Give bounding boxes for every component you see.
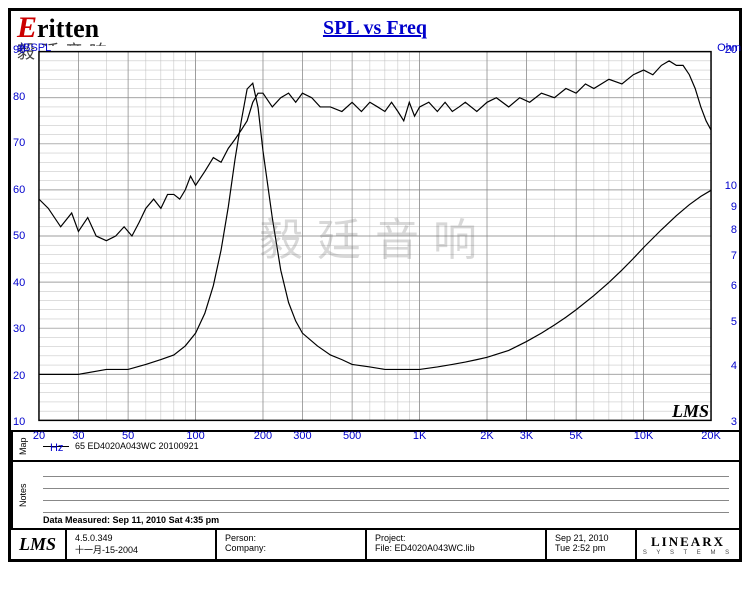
- x-tick: 200: [254, 430, 272, 442]
- y-right-tick: 3: [731, 416, 737, 428]
- data-measured: Data Measured: Sep 11, 2010 Sat 4:35 pm: [43, 515, 729, 525]
- footer-project: Project: File: ED4020A043WC.lib: [367, 530, 547, 559]
- y-right-tick: 20: [725, 44, 737, 56]
- date-b: Tue 2:52 pm: [555, 543, 627, 553]
- x-tick: 500: [343, 430, 361, 442]
- footer-person: Person: Company:: [217, 530, 367, 559]
- company-label: Company:: [225, 543, 357, 553]
- y-left-tick: 20: [13, 370, 25, 382]
- y-right-tick: 5: [731, 316, 737, 328]
- footer-version: 4.5.0.349 十一月-15-2004: [67, 530, 217, 559]
- map-section: Map 65 ED4020A043WC 20100921: [11, 430, 739, 460]
- x-tick: 1K: [413, 430, 426, 442]
- spl-freq-chart: [35, 46, 715, 426]
- x-tick: 3K: [520, 430, 533, 442]
- map-tab: Map: [11, 432, 33, 460]
- x-tick: 50: [122, 430, 134, 442]
- version-date: 十一月-15-2004: [75, 543, 207, 556]
- x-tick: 20: [33, 430, 45, 442]
- x-tick: 30: [72, 430, 84, 442]
- notes-body: Data Measured: Sep 11, 2010 Sat 4:35 pm: [33, 462, 739, 528]
- y-left-tick: 80: [13, 91, 25, 103]
- y-right-tick: 7: [731, 250, 737, 262]
- logo-letter-e: E: [17, 11, 37, 44]
- x-tick: 20K: [701, 430, 721, 442]
- y-left-tick: 90: [13, 44, 25, 56]
- chart-area: dBSPL Ohm 毅廷音响 LMS 102030405060708090 34…: [35, 46, 715, 426]
- y-right-tick: 4: [731, 360, 737, 372]
- legend-text: 65 ED4020A043WC 20100921: [75, 441, 199, 451]
- footer: LMS 4.5.0.349 十一月-15-2004 Person: Compan…: [11, 528, 739, 559]
- x-tick: 300: [293, 430, 311, 442]
- footer-date: Sep 21, 2010 Tue 2:52 pm: [547, 530, 637, 559]
- linearx-systems: S Y S T E M S: [643, 550, 733, 556]
- x-tick: 2K: [480, 430, 493, 442]
- x-axis-unit: Hz: [50, 442, 63, 454]
- y-right-tick: 8: [731, 224, 737, 236]
- footer-lms: LMS: [11, 530, 67, 559]
- date-a: Sep 21, 2010: [555, 533, 627, 543]
- y-right-tick: 6: [731, 280, 737, 292]
- footer-linearx: LINEARX S Y S T E M S: [637, 530, 739, 559]
- person-label: Person:: [225, 533, 357, 543]
- y-left-tick: 60: [13, 184, 25, 196]
- y-left-tick: 30: [13, 323, 25, 335]
- x-tick: 5K: [569, 430, 582, 442]
- y-right-tick: 9: [731, 201, 737, 213]
- y-left-tick: 70: [13, 137, 25, 149]
- chart-title: SPL vs Freq: [11, 11, 739, 42]
- project-label: Project:: [375, 533, 537, 543]
- file-value: ED4020A043WC.lib: [395, 543, 475, 553]
- y-left-tick: 10: [13, 416, 25, 428]
- x-tick: 10K: [634, 430, 654, 442]
- y-left-tick: 40: [13, 277, 25, 289]
- notes-tab: Notes: [11, 462, 33, 528]
- lms-report: Eritten 毅廷音响 SPL vs Freq dBSPL Ohm 毅廷音响 …: [8, 8, 742, 562]
- lms-corner-mark: LMS: [672, 401, 709, 422]
- logo-brand-rest: ritten: [37, 14, 99, 43]
- x-tick: 100: [186, 430, 204, 442]
- notes-section: Notes Data Measured: Sep 11, 2010 Sat 4:…: [11, 460, 739, 528]
- y-right-tick: 10: [725, 180, 737, 192]
- y-left-tick: 50: [13, 230, 25, 242]
- linearx-brand: LINEARX: [651, 534, 725, 550]
- version-number: 4.5.0.349: [75, 533, 207, 543]
- file-label: File:: [375, 543, 392, 553]
